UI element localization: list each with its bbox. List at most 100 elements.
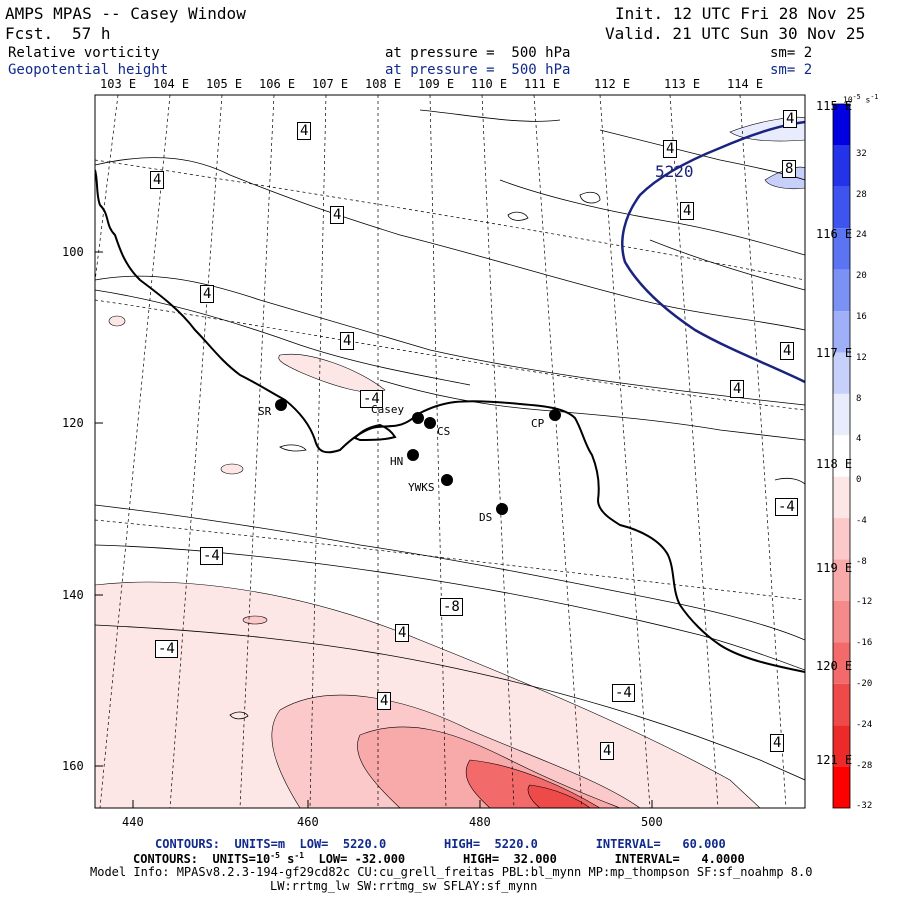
station-marker [275, 399, 287, 411]
colorbar-swatch [833, 104, 850, 146]
contour-label: 4 [395, 624, 410, 642]
contour-label: -4 [155, 640, 178, 658]
x-tick-label: 500 [641, 815, 663, 829]
forecast-hour: 57 h [72, 24, 111, 43]
colorbar-tick-label: -16 [856, 638, 873, 649]
x-tick-label: 440 [122, 815, 144, 829]
valid-time: Valid. 21 UTC Sun 30 Nov 25 [605, 24, 866, 43]
colorbar-tick-label: -20 [856, 679, 873, 690]
colorbar-tick-label: 0 [856, 475, 862, 486]
footer-contours-vorticity: CONTOURS: UNITS=10-5 s-1 LOW= -32.000 HI… [133, 851, 745, 866]
contour-label: 4 [680, 202, 695, 220]
lon-label-right: 115 E [816, 99, 853, 113]
field1-name: Relative vorticity [8, 45, 160, 61]
contour-label: -4 [612, 684, 635, 702]
colorbar-swatch [833, 311, 850, 353]
y-tick-label: 120 [62, 416, 84, 430]
contour-label: -4 [775, 498, 798, 516]
colorbar-tick-label: -32 [856, 801, 873, 812]
footer-model-info-2: LW:rrtmg_lw SW:rrtmg_sw SFLAY:sf_mynn [270, 879, 538, 893]
colorbar-tick-label: -24 [856, 719, 873, 730]
y-tick-label: 100 [62, 245, 84, 259]
lon-label-top: 109 E [418, 77, 455, 91]
station-label: DS [479, 511, 493, 524]
colorbar-swatch [833, 393, 850, 436]
colorbar-swatch [833, 269, 850, 312]
lon-label-top: 107 E [312, 77, 349, 91]
plot-title: AMPS MPAS -- Casey Window [5, 4, 246, 23]
lon-label-top: 111 E [524, 77, 561, 91]
station-label: SR [258, 405, 272, 418]
init-time: Init. 12 UTC Fri 28 Nov 25 [615, 4, 866, 23]
lon-label-top: 103 E [100, 77, 137, 91]
colorbar-tick-label: 8 [856, 393, 862, 404]
lon-label-top: 110 E [471, 77, 508, 91]
latitude-gridlines [95, 159, 805, 601]
station-label: Casey [371, 403, 405, 416]
colorbar-swatch [833, 600, 850, 643]
colorbar-swatch [833, 476, 850, 519]
contour-label: 4 [200, 285, 215, 303]
height-contour-5220 [621, 120, 805, 384]
contour-label: 4 [340, 332, 355, 350]
contour-label: 4 [150, 171, 165, 189]
station-label: HN [390, 455, 404, 468]
colorbar-swatch [833, 435, 850, 477]
lon-label-right: 117 E [816, 346, 853, 360]
plot-frame [94, 94, 806, 809]
lon-label-right: 120 E [816, 659, 853, 673]
longitude-gridlines [95, 95, 787, 808]
colorbar-swatch [833, 766, 850, 808]
colorbar-swatch [833, 518, 850, 560]
contour-label: 4 [730, 380, 745, 398]
contour-label: 8 [782, 160, 797, 178]
y-tick-label: 140 [62, 588, 84, 602]
station-marker [424, 417, 436, 429]
field1-level: at pressure = 500 hPa [385, 45, 571, 61]
lon-label-top: 113 E [664, 77, 701, 91]
station-label: CP [531, 417, 545, 430]
colorbar-tick-label: 32 [856, 148, 867, 159]
colorbar-tick-label: 12 [856, 352, 867, 363]
contour-label: 4 [297, 122, 312, 140]
colorbar [832, 103, 851, 809]
lon-label-top: 112 E [594, 77, 631, 91]
footer-model-info: Model Info: MPASv8.2.3-194-gf29cd82c CU:… [90, 865, 813, 879]
colorbar-tick-label: -8 [856, 556, 867, 567]
station-label: YWKS [408, 481, 435, 494]
colorbar-tick-label: 20 [856, 271, 867, 282]
field1-smoothing: sm= 2 [770, 45, 813, 61]
colorbar-tick-label: 4 [856, 434, 862, 445]
colorbar-swatch [833, 642, 850, 684]
forecast-label: Fcst. [5, 24, 54, 43]
colorbar-swatch [833, 725, 850, 767]
lon-label-right: 119 E [816, 561, 853, 575]
contour-label: 4 [377, 692, 392, 710]
field2-smoothing: sm= 2 [770, 62, 813, 78]
axis-ticks [95, 251, 653, 808]
contour-label: 4 [770, 734, 785, 752]
colorbar-tick-label: 16 [856, 311, 867, 322]
colorbar-unit: 10-5 s-1 [843, 93, 879, 105]
lon-label-right: 118 E [816, 457, 853, 471]
contour-label: 4 [783, 110, 798, 128]
field2-name: Geopotential height [8, 62, 169, 78]
colorbar-swatch [833, 352, 850, 394]
contour-label: -8 [440, 598, 463, 616]
vorticity-contours [95, 109, 805, 781]
contour-label: 4 [780, 342, 795, 360]
contour-label: 4 [330, 206, 345, 224]
lon-label-top: 108 E [365, 77, 402, 91]
lon-label-right: 121 E [816, 753, 853, 767]
footer-contours-height: CONTOURS: UNITS=m LOW= 5220.0 HIGH= 5220… [155, 837, 726, 851]
lon-label-top: 114 E [727, 77, 764, 91]
colorbar-tick-label: -28 [856, 760, 873, 771]
colorbar-swatch [833, 559, 850, 601]
colorbar-tick-label: -12 [856, 597, 873, 608]
field2-level: at pressure = 500 hPa [385, 62, 571, 78]
x-tick-label: 460 [297, 815, 319, 829]
colorbar-tick-label: -4 [856, 515, 867, 526]
colorbar-swatch [833, 228, 850, 270]
station-label: CS [437, 425, 451, 438]
